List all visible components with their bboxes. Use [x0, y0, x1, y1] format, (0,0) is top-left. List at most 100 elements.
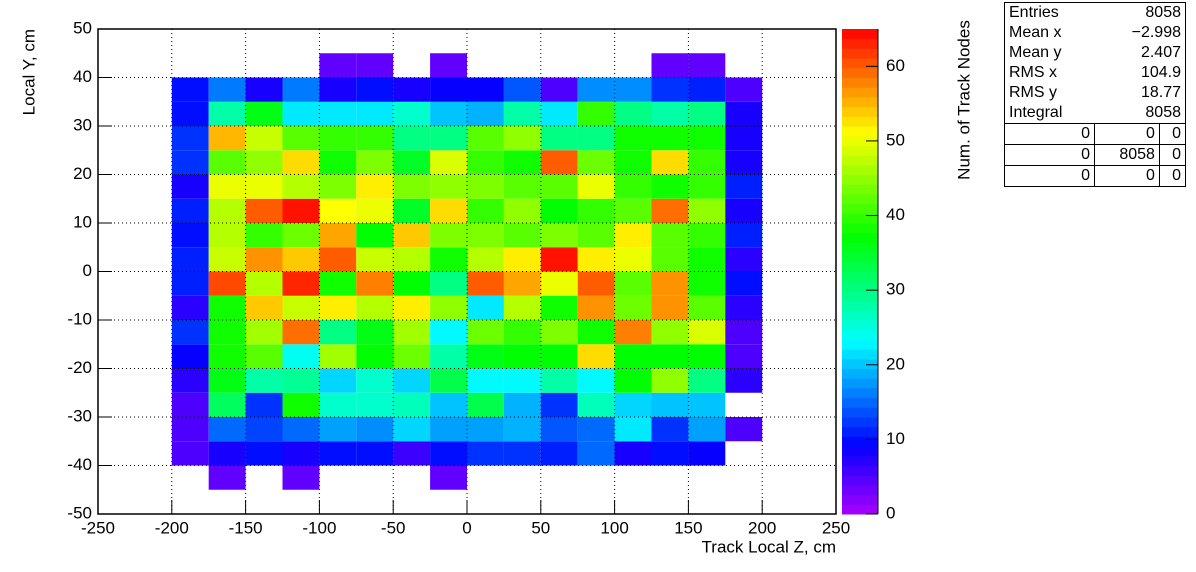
heat-cell	[651, 223, 689, 248]
heat-cell	[171, 271, 209, 296]
heat-cell	[467, 247, 504, 272]
heat-cell	[393, 150, 431, 175]
heat-cell	[540, 417, 578, 442]
heat-cell	[430, 247, 467, 272]
heat-cell	[577, 320, 615, 345]
heat-cell	[282, 295, 320, 320]
heat-cell	[282, 101, 320, 126]
heat-cell	[356, 101, 394, 126]
heat-cell	[393, 441, 431, 466]
heat-cell	[393, 198, 431, 223]
y-tick-label: -30	[67, 406, 92, 425]
stats-grid-row: 0 8058 0	[1004, 144, 1186, 166]
colorbar-step	[842, 349, 878, 360]
colorbar-step	[842, 203, 878, 214]
heat-cell	[319, 101, 357, 126]
heat-cell	[282, 441, 320, 466]
y-tick-label: -40	[67, 455, 92, 474]
heat-cell	[430, 295, 467, 320]
stats-cell: 0	[1004, 144, 1095, 166]
colorbar-step	[842, 300, 878, 311]
colorbar-step	[842, 484, 878, 496]
heat-cell	[393, 344, 431, 369]
heat-cell	[430, 174, 467, 199]
heat-cell	[171, 77, 209, 102]
heat-cell	[614, 223, 652, 248]
heat-cell	[725, 417, 763, 442]
heat-cell	[725, 126, 763, 151]
heat-cell	[171, 417, 209, 442]
heat-cell	[356, 392, 394, 417]
heat-cell	[577, 344, 615, 369]
heat-cell	[282, 368, 320, 393]
stats-label: Integral	[1009, 104, 1063, 121]
heat-cell	[540, 247, 578, 272]
heat-cell	[614, 344, 652, 369]
heat-cell	[503, 101, 541, 126]
heat-cell	[651, 417, 689, 442]
colorbar-step	[842, 126, 878, 137]
heat-cell	[356, 295, 394, 320]
heat-cell	[503, 392, 541, 417]
heat-cell	[725, 150, 763, 175]
colorbar-step	[842, 252, 878, 263]
heat-cell	[430, 223, 467, 248]
heat-cell	[467, 344, 504, 369]
x-tick-label: -50	[381, 518, 406, 537]
heat-cell	[540, 295, 578, 320]
colorbar-step	[842, 213, 878, 224]
colorbar-step	[842, 465, 878, 476]
stats-label: Entries	[1009, 4, 1059, 21]
heat-cell	[356, 198, 394, 223]
heat-cell	[245, 77, 283, 102]
heat-cell	[540, 368, 578, 393]
heat-cell	[208, 77, 246, 102]
stats-value: 2.407	[1140, 44, 1181, 61]
heat-cell	[540, 150, 578, 175]
plot-frame	[97, 28, 837, 515]
colorbar-step	[842, 387, 878, 399]
heat-cell	[430, 150, 467, 175]
x-tick-label: 250	[822, 518, 850, 537]
heat-cell	[356, 174, 394, 199]
heat-cell	[467, 101, 504, 126]
stats-value: 18.77	[1140, 84, 1181, 101]
colorbar-step	[842, 368, 878, 379]
heat-cell	[577, 174, 615, 199]
colorbar-step	[842, 155, 878, 166]
heat-cell	[651, 320, 689, 345]
heat-cell	[467, 417, 504, 442]
colorbar-step	[842, 67, 878, 78]
colorbar-step	[842, 320, 878, 331]
heat-cell	[245, 417, 283, 442]
stats-cell: 0	[1004, 165, 1095, 187]
colorbar-step	[842, 77, 878, 88]
heat-cell	[725, 368, 763, 393]
heat-cell	[503, 295, 541, 320]
heat-cell	[725, 223, 763, 248]
heat-cell	[171, 174, 209, 199]
colorbar-step	[842, 261, 878, 272]
stats-label: Mean x	[1009, 24, 1062, 41]
heat-cell	[577, 271, 615, 296]
heat-cell	[430, 320, 467, 345]
heat-cell	[577, 368, 615, 393]
x-axis-title: Track Local Z, cm	[702, 537, 836, 556]
heat-cell	[688, 247, 726, 272]
heat-cell	[208, 417, 246, 442]
heat-cell	[614, 368, 652, 393]
heat-cell	[688, 77, 726, 102]
heat-cell	[688, 53, 726, 78]
heat-cell	[208, 271, 246, 296]
heat-cell	[503, 417, 541, 442]
colorbar-step	[842, 281, 878, 292]
stats-row: RMS y 18.77	[1005, 83, 1186, 103]
colorbar-step	[842, 232, 878, 243]
heat-cell	[651, 271, 689, 296]
y-tick-label: 50	[73, 18, 92, 37]
z-tick-label: 40	[886, 205, 905, 224]
heat-cell	[171, 368, 209, 393]
stats-label: RMS y	[1009, 84, 1057, 101]
stats-label: Mean y	[1009, 44, 1062, 61]
y-tick-label: 10	[73, 212, 92, 231]
